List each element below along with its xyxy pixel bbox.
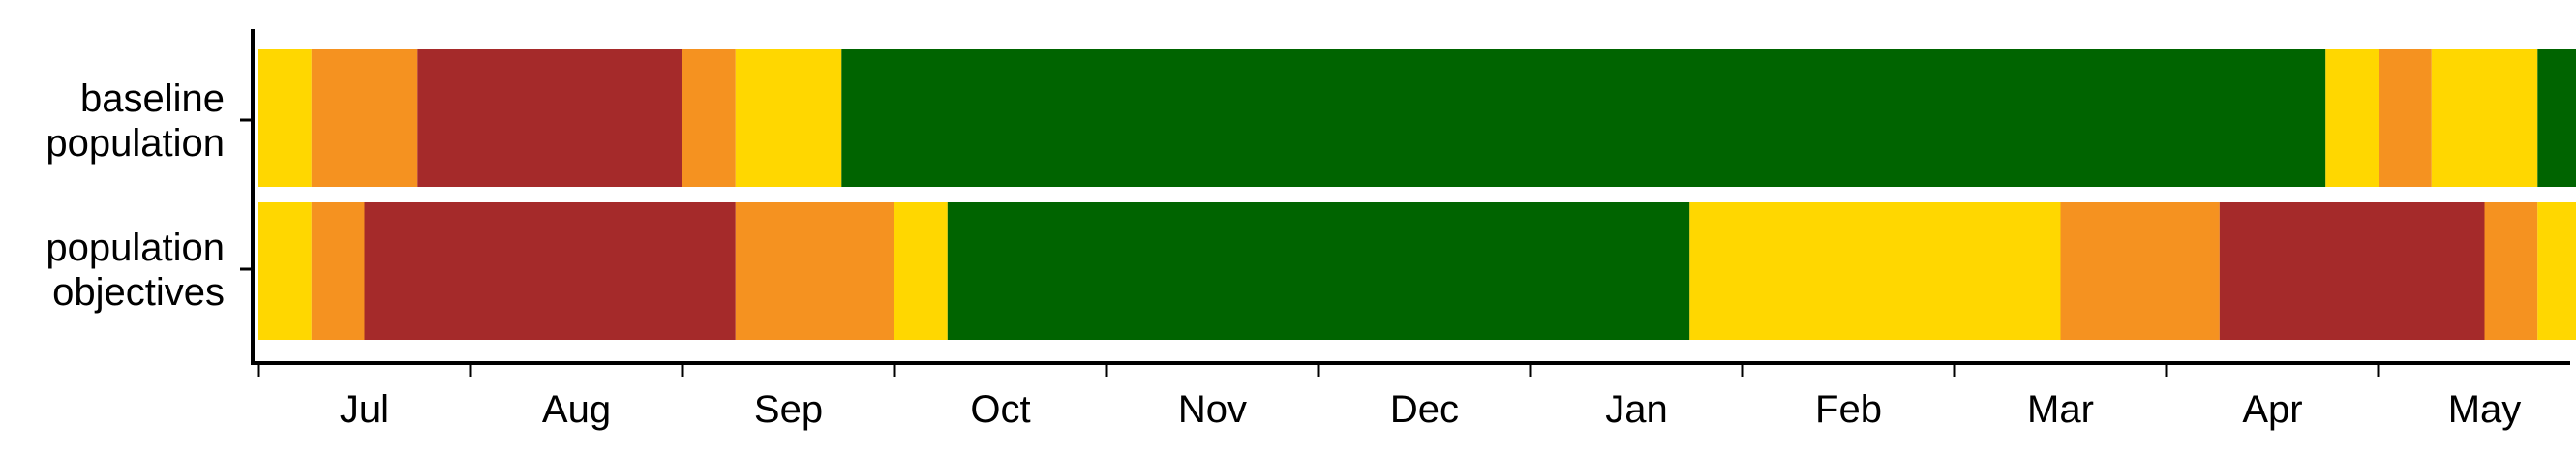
bar-segment-yellow <box>258 49 312 187</box>
bar-segment-green <box>2537 49 2576 187</box>
x-tick-label: Dec <box>1390 388 1459 431</box>
x-ticks <box>257 363 2380 377</box>
x-tick-label: Nov <box>1178 388 1247 431</box>
x-tick-label: Sep <box>754 388 823 431</box>
bar-segment-yellow <box>894 202 948 340</box>
x-tick-label: Jan <box>1605 388 1668 431</box>
bar-segment-orange <box>682 49 736 187</box>
x-tick-label: Mar <box>2027 388 2094 431</box>
bar-segments <box>258 49 2576 340</box>
bar-segment-orange <box>311 49 418 187</box>
category-label: objectives <box>52 271 225 314</box>
category-label: population <box>45 122 225 165</box>
bar-segment-green <box>947 202 1690 340</box>
y-ticks <box>240 118 253 271</box>
x-tick-label: Aug <box>542 388 611 431</box>
bar-segment-orange <box>2379 49 2432 187</box>
bar-segment-orange <box>311 202 365 340</box>
bar-segment-green <box>841 49 2326 187</box>
month-labels: Jul Aug Sep Oct Nov Dec Jan Feb Mar Apr May <box>340 388 2521 431</box>
bar-segment-yellow <box>1689 202 2061 340</box>
category-label: population <box>45 227 225 269</box>
bar-segment-red <box>364 202 736 340</box>
x-tick-label: Apr <box>2242 388 2302 431</box>
bar-segment-orange <box>2484 202 2538 340</box>
bar-segment-orange <box>735 202 895 340</box>
bar-segment-yellow <box>2431 49 2538 187</box>
bar-segment-red <box>2219 202 2485 340</box>
bar-segment-yellow <box>735 49 842 187</box>
category-label: baseline <box>80 77 225 120</box>
x-tick-label: Feb <box>1815 388 1882 431</box>
bar-segment-red <box>417 49 683 187</box>
x-tick-label: Oct <box>970 388 1030 431</box>
x-tick-label: Jul <box>340 388 389 431</box>
bar-segment-yellow <box>2537 202 2576 340</box>
x-tick-label: May <box>2448 388 2522 431</box>
bar-segment-yellow <box>258 202 312 340</box>
bar-segment-yellow <box>2325 49 2379 187</box>
bar-segment-orange <box>2060 202 2220 340</box>
